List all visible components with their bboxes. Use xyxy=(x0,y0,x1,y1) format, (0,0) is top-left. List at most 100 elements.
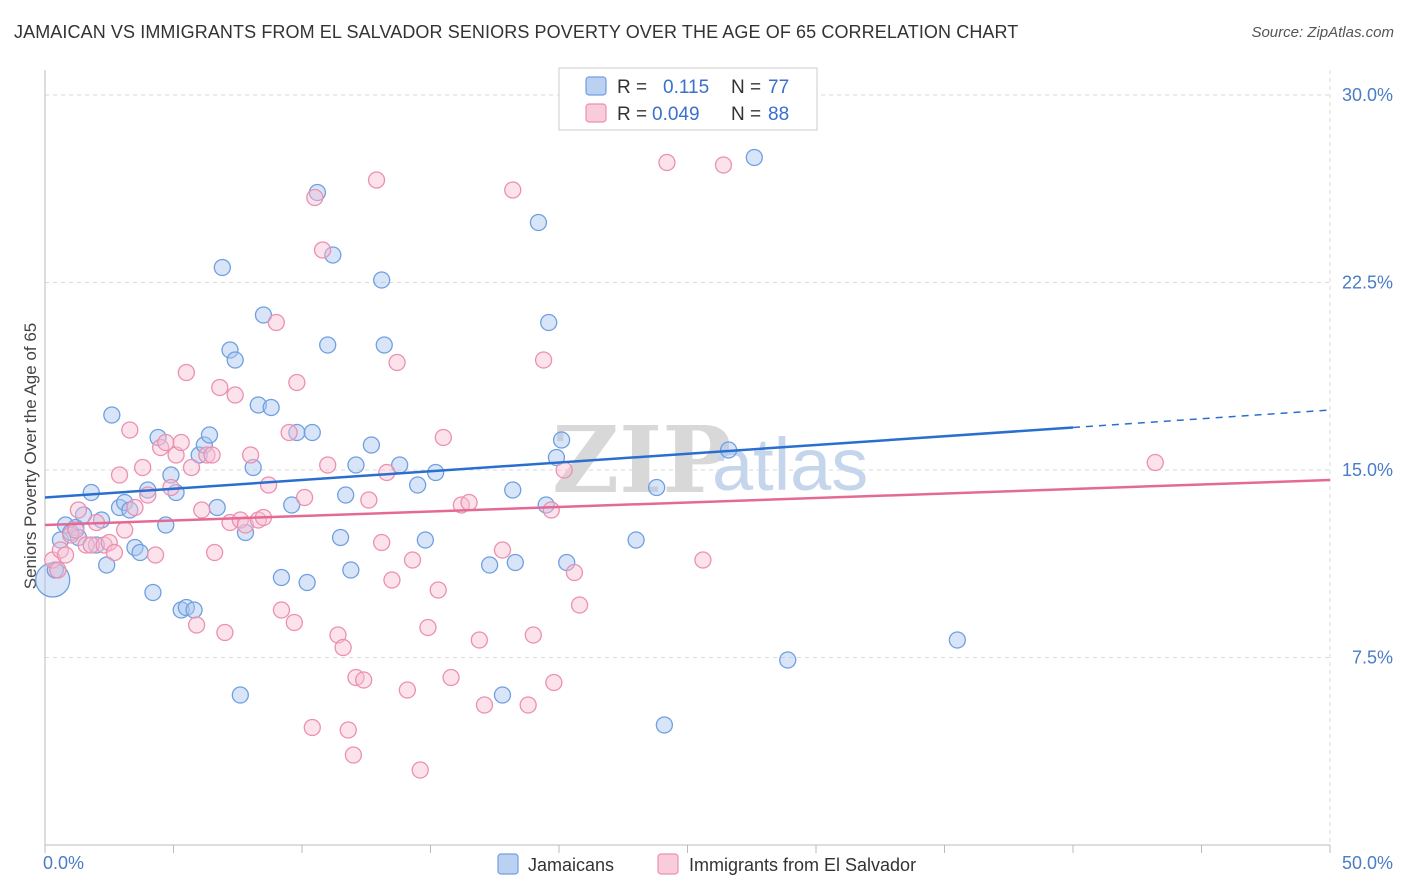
point-s0-63 xyxy=(529,213,548,232)
point-s0-37 xyxy=(249,396,267,414)
point-s1-62 xyxy=(383,571,401,589)
point-s1-48 xyxy=(303,718,321,737)
point-s0-64 xyxy=(537,496,555,514)
point-s1-86 xyxy=(694,551,712,569)
point-s1-26 xyxy=(182,458,201,477)
point-s1-11 xyxy=(100,533,118,552)
series-legend: Jamaicans Immigrants from El Salvador xyxy=(497,853,916,875)
point-s1-51 xyxy=(319,456,337,474)
legend-item-el-salvador: Immigrants from El Salvador xyxy=(689,855,916,875)
point-s1-79 xyxy=(534,351,553,369)
point-s0-34 xyxy=(231,686,249,704)
point-s1-33 xyxy=(216,623,234,642)
point-s1-77 xyxy=(519,696,537,714)
point-s0-38 xyxy=(254,306,273,324)
point-s0-41 xyxy=(283,496,301,514)
point-s0-17 xyxy=(131,543,149,562)
point-s0-44 xyxy=(303,423,321,442)
point-s0-12 xyxy=(103,406,121,424)
point-s1-17 xyxy=(134,458,152,477)
point-s1-53 xyxy=(334,638,352,657)
point-s1-59 xyxy=(367,171,386,189)
point-s1-84 xyxy=(570,596,589,614)
watermark-atlas: atlas xyxy=(712,423,868,506)
point-s1-32 xyxy=(211,378,229,397)
point-s0-56 xyxy=(408,476,427,494)
point-s1-88 xyxy=(1146,453,1164,472)
legend-n-value-0: 77 xyxy=(768,77,789,98)
y-tick-label-0: 7.5% xyxy=(1352,648,1393,668)
y-tick-label-1: 15.0% xyxy=(1342,460,1393,480)
axes xyxy=(44,70,1331,853)
point-s1-63 xyxy=(388,353,406,372)
legend-r-value-1: 0.049 xyxy=(652,104,700,125)
point-s0-59 xyxy=(480,556,499,574)
point-s0-62 xyxy=(506,553,524,572)
chart-source: Source: ZipAtlas.com xyxy=(1251,24,1394,41)
point-s0-16 xyxy=(126,538,144,557)
point-s0-31 xyxy=(213,258,231,277)
point-s1-29 xyxy=(198,446,216,464)
point-s1-74 xyxy=(475,696,494,714)
point-s1-80 xyxy=(542,501,560,519)
legend-r-label-1: R = xyxy=(617,104,647,125)
point-s1-7 xyxy=(77,536,95,554)
point-s1-27 xyxy=(187,616,206,634)
point-s1-55 xyxy=(344,746,363,764)
point-s0-39 xyxy=(262,398,280,417)
point-s1-69 xyxy=(434,428,453,447)
point-s0-69 xyxy=(627,531,645,549)
point-s0-32 xyxy=(221,341,239,359)
y-tick-label-2: 22.5% xyxy=(1342,273,1393,293)
point-s0-67 xyxy=(552,431,571,449)
point-s0-70 xyxy=(648,478,666,497)
point-s0-73 xyxy=(745,148,763,167)
point-s0-53 xyxy=(373,271,391,289)
series-jamaicans-points xyxy=(35,148,966,734)
x-tick-label-1: 50.0% xyxy=(1342,853,1393,873)
trend-line-s1 xyxy=(44,478,1331,527)
point-s1-82 xyxy=(555,461,573,479)
point-s0-60 xyxy=(493,686,512,704)
point-s1-49 xyxy=(306,188,324,207)
trend-lines xyxy=(44,409,1331,527)
point-s1-73 xyxy=(470,631,488,649)
point-s1-68 xyxy=(429,581,447,599)
point-s1-70 xyxy=(442,668,460,687)
trend-line-s0 xyxy=(44,426,1074,499)
point-s1-60 xyxy=(373,533,391,552)
point-s1-42 xyxy=(267,313,285,332)
legend-swatch-el-salvador xyxy=(585,103,607,123)
point-s0-49 xyxy=(337,486,355,504)
point-s1-36 xyxy=(231,511,249,529)
chart-title: JAMAICAN VS IMMIGRANTS FROM EL SALVADOR … xyxy=(14,22,1019,42)
point-s1-50 xyxy=(313,241,332,259)
point-s1-20 xyxy=(151,438,170,457)
point-s1-1 xyxy=(49,561,67,579)
point-s0-54 xyxy=(375,336,393,354)
point-s1-5 xyxy=(67,521,85,539)
legend-item-jamaicans: Jamaicans xyxy=(528,855,614,875)
point-s0-65 xyxy=(540,313,558,332)
y-tick-label-3: 30.0% xyxy=(1342,85,1393,105)
point-s0-47 xyxy=(324,246,342,264)
legend-item-jamaicans-swatch xyxy=(497,853,519,875)
point-s1-44 xyxy=(280,423,298,442)
point-s1-31 xyxy=(205,543,224,562)
point-s1-47 xyxy=(295,488,314,507)
point-s1-19 xyxy=(146,546,165,564)
point-s1-28 xyxy=(193,501,211,519)
legend-item-el-salvador-swatch xyxy=(657,853,679,875)
y-tick-labels: 7.5% 15.0% 22.5% 30.0% xyxy=(1342,85,1393,668)
point-s1-41 xyxy=(259,476,278,494)
point-s1-6 xyxy=(69,501,88,519)
trend-extension-s0 xyxy=(1072,409,1331,429)
point-s0-71 xyxy=(655,716,674,734)
point-s1-24 xyxy=(172,433,190,452)
point-s1-46 xyxy=(288,373,306,392)
point-s1-64 xyxy=(398,681,417,699)
point-s0-46 xyxy=(319,336,337,354)
point-s0-48 xyxy=(331,528,350,547)
point-s0-22 xyxy=(162,466,180,484)
